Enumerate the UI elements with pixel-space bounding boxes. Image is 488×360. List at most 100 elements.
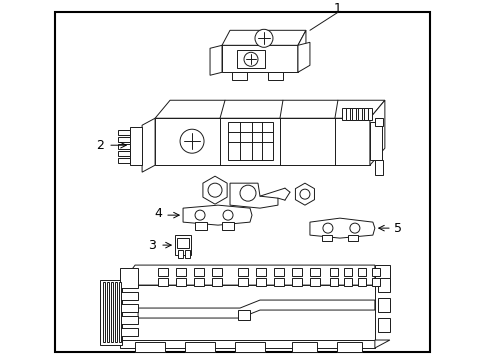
Circle shape — [322, 223, 332, 233]
Bar — [176, 268, 185, 276]
Bar — [100, 280, 122, 345]
Bar — [273, 268, 284, 276]
Polygon shape — [309, 218, 374, 238]
Bar — [371, 268, 379, 276]
Bar — [194, 268, 203, 276]
Bar — [135, 342, 165, 352]
Circle shape — [299, 189, 309, 199]
Bar — [321, 235, 331, 241]
Bar — [336, 342, 361, 352]
Text: 2: 2 — [96, 139, 104, 152]
Bar — [291, 268, 301, 276]
Bar — [235, 342, 264, 352]
Bar — [357, 268, 365, 276]
Circle shape — [207, 183, 222, 197]
Polygon shape — [374, 265, 389, 285]
Bar — [195, 222, 206, 230]
Bar — [176, 278, 185, 286]
Bar — [194, 278, 203, 286]
Bar — [377, 318, 389, 332]
Circle shape — [240, 185, 255, 201]
Bar — [130, 127, 142, 165]
Bar — [118, 158, 130, 163]
Bar — [347, 235, 357, 241]
Bar — [291, 278, 301, 286]
Bar — [267, 72, 283, 80]
Circle shape — [254, 29, 272, 47]
Bar — [227, 122, 272, 160]
Bar — [119, 282, 121, 342]
Polygon shape — [203, 176, 227, 204]
Bar — [118, 144, 130, 149]
Circle shape — [349, 223, 359, 233]
Bar — [238, 310, 249, 320]
Bar — [369, 122, 381, 160]
Circle shape — [244, 52, 258, 66]
Bar — [178, 250, 183, 258]
Polygon shape — [297, 42, 309, 72]
Circle shape — [195, 210, 204, 220]
Bar — [175, 235, 191, 255]
Bar — [120, 304, 138, 312]
Bar — [363, 108, 367, 120]
Bar — [118, 130, 130, 135]
Bar — [111, 282, 113, 342]
Bar — [120, 268, 138, 288]
Polygon shape — [210, 45, 222, 75]
Bar — [118, 151, 130, 156]
Polygon shape — [374, 340, 389, 348]
Bar — [222, 222, 234, 230]
Bar — [231, 72, 246, 80]
Text: 5: 5 — [393, 222, 401, 235]
Bar — [103, 282, 105, 342]
Polygon shape — [120, 265, 374, 285]
Bar — [343, 278, 351, 286]
Text: 4: 4 — [154, 207, 162, 220]
Bar — [273, 278, 284, 286]
Polygon shape — [295, 183, 314, 205]
Polygon shape — [183, 205, 251, 225]
Polygon shape — [369, 100, 384, 165]
Bar — [158, 278, 168, 286]
Bar — [345, 108, 349, 120]
Bar — [212, 268, 222, 276]
Bar — [177, 238, 189, 248]
Text: 3: 3 — [148, 239, 156, 252]
Bar — [107, 282, 109, 342]
Bar — [329, 278, 337, 286]
Polygon shape — [155, 118, 369, 165]
Bar — [291, 342, 316, 352]
Bar — [238, 278, 247, 286]
Bar — [343, 268, 351, 276]
Bar — [255, 278, 265, 286]
Bar — [374, 160, 382, 175]
Bar — [55, 12, 429, 352]
Bar — [120, 285, 374, 343]
Bar — [357, 278, 365, 286]
Polygon shape — [138, 300, 374, 318]
Polygon shape — [155, 100, 384, 118]
Bar — [329, 268, 337, 276]
Bar — [371, 278, 379, 286]
Bar — [377, 298, 389, 312]
Polygon shape — [222, 45, 297, 72]
Bar — [184, 250, 190, 258]
Bar — [238, 268, 247, 276]
Bar — [184, 342, 215, 352]
Polygon shape — [142, 118, 155, 172]
Bar — [120, 292, 138, 300]
Polygon shape — [120, 340, 374, 348]
Bar — [341, 108, 371, 120]
Bar — [237, 50, 264, 68]
Polygon shape — [297, 30, 305, 72]
Bar — [118, 137, 130, 142]
Polygon shape — [222, 30, 305, 45]
Bar — [309, 268, 319, 276]
Circle shape — [180, 129, 203, 153]
Bar — [115, 282, 117, 342]
Circle shape — [223, 210, 233, 220]
Text: 1: 1 — [333, 2, 341, 15]
Bar — [158, 268, 168, 276]
Bar — [351, 108, 355, 120]
Bar — [357, 108, 361, 120]
